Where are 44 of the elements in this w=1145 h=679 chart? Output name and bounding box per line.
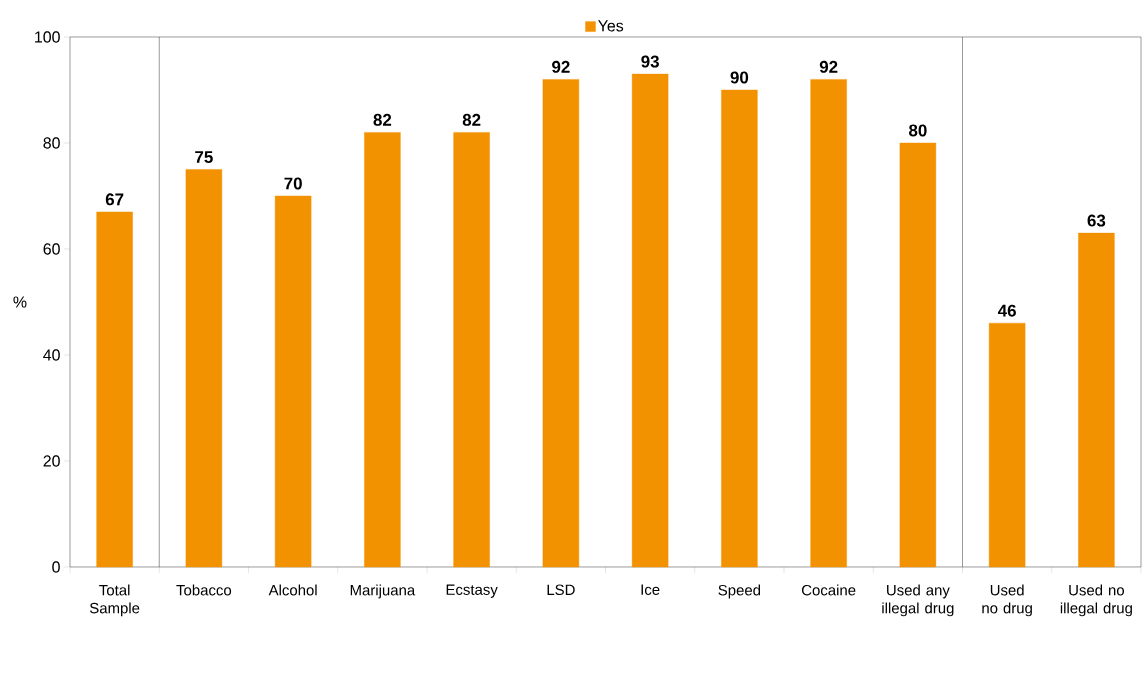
x-tick-label: Ice [641, 584, 660, 595]
y-tick-label: 0 [52, 561, 60, 573]
x-tick-label: Used any illegal drug [882, 584, 954, 617]
bar [542, 79, 580, 568]
data-label: 75 [195, 151, 213, 163]
data-label: 92 [819, 60, 838, 73]
data-label: 93 [641, 55, 659, 68]
bar [364, 132, 401, 568]
data-label: 63 [1087, 214, 1106, 227]
bar [810, 79, 847, 568]
bar [185, 169, 223, 568]
bar [899, 142, 937, 568]
bar [631, 73, 669, 568]
data-label: 70 [284, 177, 302, 190]
bar [453, 132, 490, 568]
x-tick-label: Used no illegal drug [1060, 584, 1132, 617]
data-label: 82 [373, 113, 392, 126]
x-tick-label: Tobacco [176, 584, 232, 596]
legend-label: Yes [598, 20, 624, 32]
bar [721, 89, 758, 568]
y-tick-label: 100 [35, 31, 60, 43]
y-tick-label: 80 [43, 137, 60, 149]
x-tick-label: Used no drug [982, 584, 1032, 617]
y-tick-label: 40 [43, 349, 60, 361]
data-label: 90 [730, 71, 749, 84]
data-label: 80 [909, 124, 927, 137]
x-tick-label: Total Sample [89, 584, 140, 617]
x-tick-label: Alcohol [268, 584, 317, 596]
bar [988, 322, 1026, 568]
data-label: 67 [105, 193, 124, 206]
data-label: 46 [997, 304, 1016, 317]
bar [96, 211, 133, 568]
y-tick-label: 20 [43, 455, 60, 467]
bar [1078, 232, 1115, 568]
y-tick-label: 60 [43, 243, 60, 255]
x-tick-label: Marijuana [350, 584, 416, 599]
x-tick-label: Ecstasy [446, 584, 498, 598]
x-tick-label: LSD [547, 584, 575, 596]
x-tick-label: Speed [718, 584, 761, 599]
x-tick-label: Cocaine [801, 584, 856, 596]
bar [274, 195, 312, 568]
data-label: 92 [552, 60, 570, 73]
data-label: 82 [462, 113, 481, 126]
y-axis-title: % [13, 296, 27, 308]
